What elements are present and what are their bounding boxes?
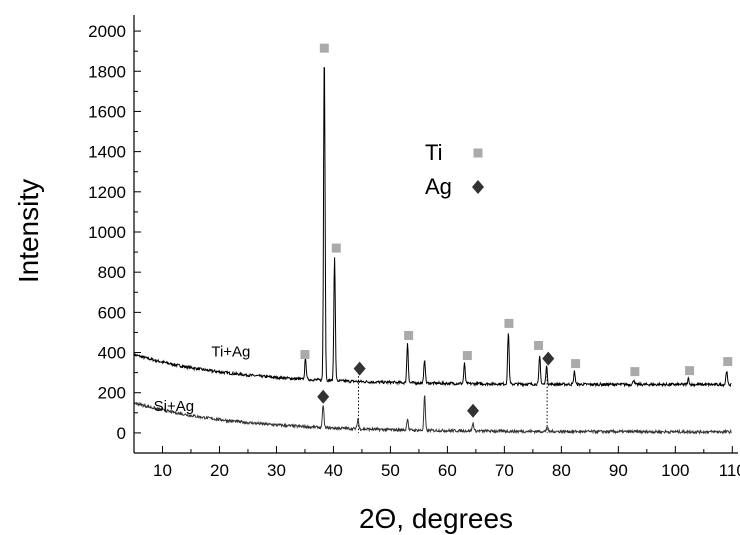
- legend-label: Ag: [425, 174, 452, 199]
- y-tick-label: 1000: [88, 223, 126, 242]
- ti-marker: [571, 359, 581, 369]
- y-tick-label: 0: [117, 424, 126, 443]
- legend-ti-marker: [473, 148, 483, 158]
- ag-marker: [467, 403, 480, 418]
- x-tick-label: 60: [438, 461, 457, 480]
- x-tick-label: 70: [495, 461, 514, 480]
- y-tick-label: 2000: [88, 22, 126, 41]
- x-tick-label: 20: [210, 461, 229, 480]
- ti-marker: [630, 367, 640, 377]
- y-tick-label: 200: [98, 384, 126, 403]
- ag-marker: [542, 351, 555, 366]
- legend-ag-marker: [472, 180, 484, 194]
- y-tick-label: 1400: [88, 143, 126, 162]
- legend: Ti Ag: [425, 140, 484, 199]
- x-tick-label: 100: [661, 461, 689, 480]
- legend-label: Ti: [425, 140, 443, 165]
- ti-marker: [504, 318, 514, 328]
- x-tick-label: 30: [267, 461, 286, 480]
- x-tick-label: 10: [153, 461, 172, 480]
- x-tick-label: 110: [719, 461, 740, 480]
- x-tick-label: 90: [609, 461, 628, 480]
- series-labels: Ti+Ag Si+Ag: [154, 344, 251, 415]
- x-tick-label: 50: [381, 461, 400, 480]
- y-axis-title: Intensity: [13, 179, 44, 283]
- tick-labels: 0 200 400 600 800 1000 1200 1400 1600 1800 2000 10 2…: [88, 22, 740, 480]
- peak-markers: [300, 43, 733, 418]
- series-layer: [133, 67, 732, 436]
- y-tick-label: 1600: [88, 102, 126, 121]
- ti-marker: [319, 43, 329, 53]
- ti-marker: [300, 350, 310, 360]
- ti-marker: [331, 243, 341, 253]
- y-tick-label: 600: [98, 303, 126, 322]
- series-label: Ti+Ag: [211, 344, 250, 361]
- y-tick-label: 1200: [88, 183, 126, 202]
- y-tick-label: 400: [98, 344, 126, 363]
- ti-marker: [685, 366, 695, 376]
- y-tick-label: 800: [98, 263, 126, 282]
- x-axis-title: 2Θ, degrees: [359, 503, 513, 534]
- ti-marker: [534, 341, 544, 351]
- x-tick-label: 40: [324, 461, 343, 480]
- ti-marker: [404, 330, 414, 340]
- series-line: [133, 67, 732, 388]
- x-tick-label: 80: [552, 461, 571, 480]
- ti-marker: [462, 351, 472, 361]
- series-line: [133, 395, 732, 436]
- series-label: Si+Ag: [154, 398, 194, 415]
- ag-marker: [353, 361, 366, 376]
- ti-marker: [723, 357, 733, 367]
- axes: [133, 15, 738, 454]
- y-tick-label: 1800: [88, 62, 126, 81]
- ag-marker: [317, 389, 330, 404]
